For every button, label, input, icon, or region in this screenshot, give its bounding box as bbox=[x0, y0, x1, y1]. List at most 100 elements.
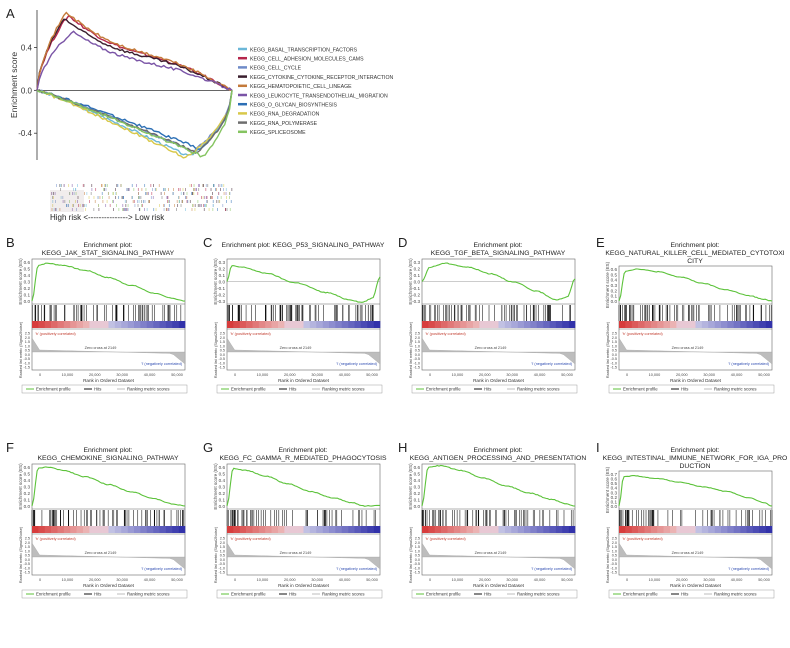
negative-correlated-label: 'l' (negatively correlated) bbox=[728, 567, 770, 571]
rank-color-segment bbox=[233, 526, 241, 533]
ytick-label: 0.3 bbox=[219, 260, 226, 265]
rank-color-segment bbox=[530, 321, 538, 328]
ytick-label: -0.2 bbox=[217, 293, 225, 298]
rank-color-segment bbox=[746, 321, 754, 328]
ytick-label-bottom: 0.0 bbox=[25, 558, 30, 562]
ytick-label-bottom: -1.0 bbox=[218, 566, 225, 570]
xtick-label: 30,000 bbox=[703, 373, 715, 377]
legend-label: Enrichment profile bbox=[426, 592, 461, 597]
rank-color-segment bbox=[650, 526, 658, 533]
zero-cross-label: Zero cross at 2149 bbox=[85, 551, 117, 555]
panel-a: A 0.4 0.0 -0.4 Enrichment score KEGG_BASAL_TR… bbox=[6, 6, 394, 222]
ytick-label-bottom: -1.5 bbox=[23, 366, 30, 370]
rank-color-segment bbox=[759, 321, 766, 328]
panel-letter: F bbox=[6, 440, 14, 455]
ytick-label-bottom: -1.0 bbox=[413, 566, 420, 570]
rank-color-segment bbox=[233, 321, 241, 328]
legend-label: Enrichment profile bbox=[623, 387, 658, 392]
panel-a-legend-label: KEGG_RNA_DEGRADATION bbox=[250, 112, 320, 118]
rank-color-segment bbox=[373, 526, 381, 533]
legend-box bbox=[411, 384, 578, 394]
ytick-label: 0.4 bbox=[24, 478, 31, 483]
rank-color-segment bbox=[733, 526, 741, 533]
xtick-label: 20,000 bbox=[676, 373, 688, 377]
rank-color-segment bbox=[252, 321, 260, 328]
rank-color-segment bbox=[422, 526, 429, 533]
legend-label: Hits bbox=[681, 387, 688, 392]
panel-letter: E bbox=[596, 235, 605, 250]
panel-title-line1: Enrichment plot: bbox=[83, 447, 132, 454]
negative-correlated-label: 'l' (negatively correlated) bbox=[336, 362, 378, 366]
rank-color-segment bbox=[239, 321, 247, 328]
ytick-label: 0.5 bbox=[414, 472, 421, 477]
rank-color-segment bbox=[246, 321, 253, 328]
panel-title-line2: KEGG_FC_GAMMA_R_MEDIATED_PHAGOCYTOSIS bbox=[219, 455, 387, 462]
ytick-label: 0.3 bbox=[219, 485, 226, 490]
ytick-label: 0.5 bbox=[219, 472, 226, 477]
ylabel-bottom: Ranked list metric (Signal2Noise) bbox=[606, 526, 610, 583]
ytick-label-bottom: 1.0 bbox=[612, 344, 617, 348]
ytick-label-bottom: -1.5 bbox=[610, 366, 617, 370]
ylabel-bottom: Ranked list metric (Signal2Noise) bbox=[606, 321, 610, 378]
panel-a-legend-label: KEGG_SPLICEOSOME bbox=[250, 130, 306, 136]
legend-label: Hits bbox=[289, 592, 296, 597]
legend-label: Ranking metric scores bbox=[714, 387, 757, 392]
ylabel-bottom: Ranked list metric (Signal2Noise) bbox=[409, 321, 413, 378]
ytick-label-bottom: 2.0 bbox=[220, 541, 225, 545]
xtick-label: 50,000 bbox=[758, 373, 770, 377]
ytick-label: 0.0 bbox=[611, 504, 618, 509]
ytick-label-bottom: -0.5 bbox=[610, 357, 617, 361]
ytick-label-bottom: -1.0 bbox=[218, 361, 225, 365]
negative-correlated-label: 'l' (negatively correlated) bbox=[531, 362, 573, 366]
rank-color-segment bbox=[63, 526, 71, 533]
positive-correlated-label: 'h' (positively correlated) bbox=[425, 332, 466, 336]
rank-color-segment bbox=[159, 321, 167, 328]
ytick-label-bottom: 0.5 bbox=[612, 349, 617, 353]
rank-color-segment bbox=[51, 321, 58, 328]
rank-color-segment bbox=[485, 526, 493, 533]
ytick-label: 0.2 bbox=[219, 267, 226, 272]
ranking-metric-area bbox=[618, 337, 773, 365]
rank-color-segment bbox=[341, 321, 349, 328]
ranking-metric-area bbox=[618, 542, 773, 570]
ytick-label-bottom: 2.5 bbox=[220, 332, 225, 336]
rank-color-segment bbox=[140, 526, 148, 533]
rank-color-segment bbox=[159, 526, 167, 533]
zero-cross-label: Zero cross at 2149 bbox=[280, 346, 312, 350]
rank-color-segment bbox=[708, 321, 715, 328]
rank-color-segment bbox=[258, 321, 266, 328]
ylabel-top: Enrichment score (ES) bbox=[408, 258, 413, 305]
panel-title-line2: KEGG_CHEMOKINE_SIGNALING_PATHWAY bbox=[37, 455, 178, 462]
rank-color-segment bbox=[134, 321, 141, 328]
ytick-label: 0.6 bbox=[219, 465, 226, 470]
xtick-label: 20,000 bbox=[284, 578, 296, 582]
rank-color-segment bbox=[676, 526, 684, 533]
xtick-label: 40,000 bbox=[534, 578, 546, 582]
ytick-label: 0.6 bbox=[414, 465, 421, 470]
rank-color-segment bbox=[89, 526, 97, 533]
xtick-label: 40,000 bbox=[144, 373, 156, 377]
ytick-label-bottom: 1.5 bbox=[612, 340, 617, 344]
ytick-label-bottom: 2.5 bbox=[220, 537, 225, 541]
rank-color-segment bbox=[695, 321, 703, 328]
rank-color-segment bbox=[227, 526, 234, 533]
ytick-label-bottom: 0.5 bbox=[415, 554, 420, 558]
ytick-label: 0.6 bbox=[611, 267, 618, 272]
xtick-label: 10,000 bbox=[62, 373, 74, 377]
xlabel: Rank in Ordered Dataset bbox=[83, 583, 135, 588]
ytick-label-bottom: -1.0 bbox=[610, 361, 617, 365]
xtick-label: 0 bbox=[626, 373, 628, 377]
panel-a-risk-label: High risk <---------------> Low risk bbox=[50, 213, 165, 222]
panel-a-legend-label: KEGG_RNA_POLYMERASE bbox=[250, 121, 318, 127]
enrichment-profile-line bbox=[226, 265, 381, 303]
ranking-metric-area bbox=[31, 337, 186, 365]
panel-title-line1: Enrichment plot: bbox=[83, 242, 132, 249]
panel-a-series-line bbox=[36, 89, 233, 158]
ytick-label: 0.6 bbox=[24, 260, 31, 265]
xtick-label: 30,000 bbox=[506, 578, 518, 582]
rank-color-segment bbox=[265, 526, 272, 533]
zero-cross-label: Zero cross at 2149 bbox=[475, 551, 507, 555]
panel-letter: G bbox=[203, 440, 213, 455]
ytick-label: 0.1 bbox=[611, 294, 618, 299]
